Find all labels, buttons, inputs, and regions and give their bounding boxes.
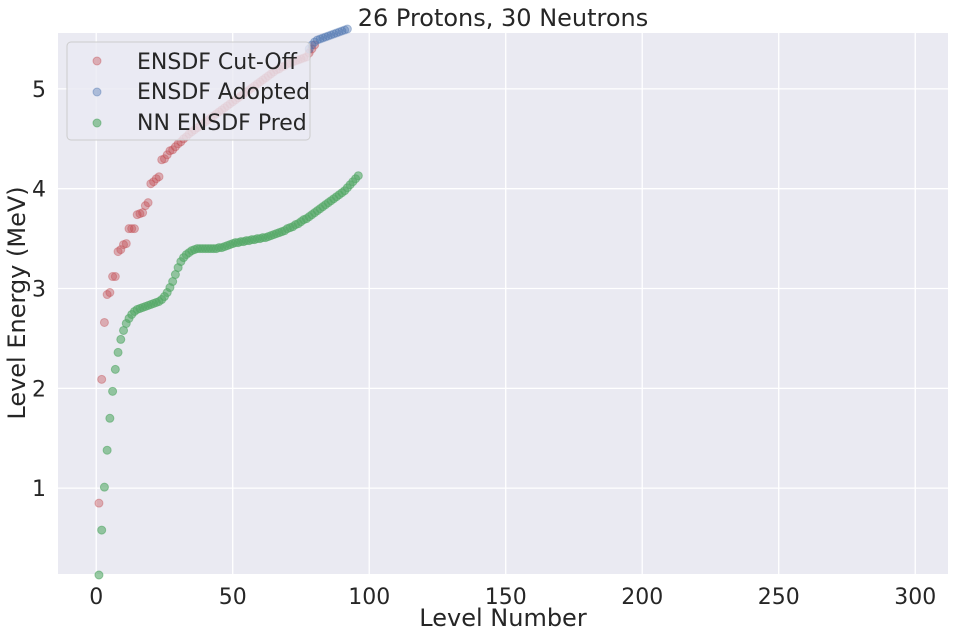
data-point <box>99 317 109 327</box>
y-tick-label: 5 <box>32 78 46 103</box>
data-point <box>337 26 347 36</box>
data-point <box>329 29 339 39</box>
x-tick-label: 150 <box>485 585 527 610</box>
data-point <box>135 209 145 219</box>
y-tick-label: 1 <box>32 477 46 502</box>
data-point <box>94 498 104 508</box>
data-point <box>321 32 331 42</box>
y-tick-label: 3 <box>32 278 46 303</box>
series-nn-ensdf-pred <box>94 171 363 580</box>
data-point <box>108 386 118 396</box>
data-point <box>315 34 325 44</box>
data-point <box>334 27 344 37</box>
data-point <box>105 413 115 423</box>
data-point <box>168 145 178 155</box>
data-point <box>159 154 169 164</box>
data-point <box>157 155 167 165</box>
data-point <box>94 570 104 580</box>
data-point <box>143 198 153 208</box>
data-point <box>310 40 320 50</box>
data-point <box>326 30 336 40</box>
data-point <box>353 171 363 181</box>
data-point <box>149 177 159 187</box>
data-point <box>342 24 352 34</box>
data-point <box>116 334 126 344</box>
data-point <box>129 224 139 234</box>
data-point <box>165 146 175 156</box>
data-point <box>113 247 123 257</box>
data-point <box>124 224 134 234</box>
data-point <box>138 208 148 218</box>
data-point <box>162 150 172 160</box>
x-tick-label: 300 <box>894 585 936 610</box>
chart-title: 26 Protons, 30 Neutrons <box>358 4 649 32</box>
legend: ENSDF Cut-Off ENSDF Adopted NN ENSDF Pre… <box>66 41 311 141</box>
data-point <box>310 37 320 47</box>
y-axis-label: Level Energy (MeV) <box>3 186 31 419</box>
legend-label-ensdf-adopted: ENSDF Adopted <box>137 80 310 105</box>
x-tick-label: 200 <box>621 585 663 610</box>
legend-marker-ensdf-adopted <box>92 87 102 97</box>
grid <box>58 33 948 574</box>
data-point <box>170 142 180 152</box>
data-point <box>102 290 112 300</box>
data-point <box>132 210 142 220</box>
x-tick-label: 100 <box>348 585 390 610</box>
x-tick-label: 250 <box>758 585 800 610</box>
legend-label-nn-ensdf-pred: NN ENSDF Pred <box>137 111 307 136</box>
data-point <box>99 482 109 492</box>
data-point <box>116 245 126 255</box>
data-point <box>121 239 131 249</box>
legend-marker-ensdf-cut-off <box>92 56 102 66</box>
data-point <box>340 25 350 35</box>
x-axis-label: Level Number <box>419 604 587 632</box>
data-point <box>318 33 328 43</box>
data-point <box>146 179 156 189</box>
data-point <box>113 347 123 357</box>
data-point <box>105 288 115 298</box>
x-tick-label: 0 <box>89 585 103 610</box>
y-tick-label: 4 <box>32 178 46 203</box>
data-point <box>108 272 118 282</box>
legend-box <box>66 41 311 141</box>
data-point <box>97 525 107 535</box>
data-point <box>119 240 129 250</box>
data-point <box>110 364 120 374</box>
x-tick-label: 50 <box>219 585 247 610</box>
data-point <box>154 172 164 182</box>
data-point <box>110 272 120 282</box>
data-point <box>140 201 150 211</box>
tick-labels: 0 50 100 150 200 250 300 1 2 3 4 5 <box>32 78 936 610</box>
data-point <box>331 28 341 38</box>
y-tick-label: 2 <box>32 377 46 402</box>
data-point <box>323 31 333 41</box>
legend-label-ensdf-cut-off: ENSDF Cut-Off <box>137 50 298 75</box>
data-point <box>127 224 137 234</box>
data-point <box>97 374 107 384</box>
data-point <box>102 445 112 455</box>
data-point <box>151 174 161 184</box>
legend-marker-nn-ensdf-pred <box>92 118 102 128</box>
data-point <box>312 35 322 45</box>
